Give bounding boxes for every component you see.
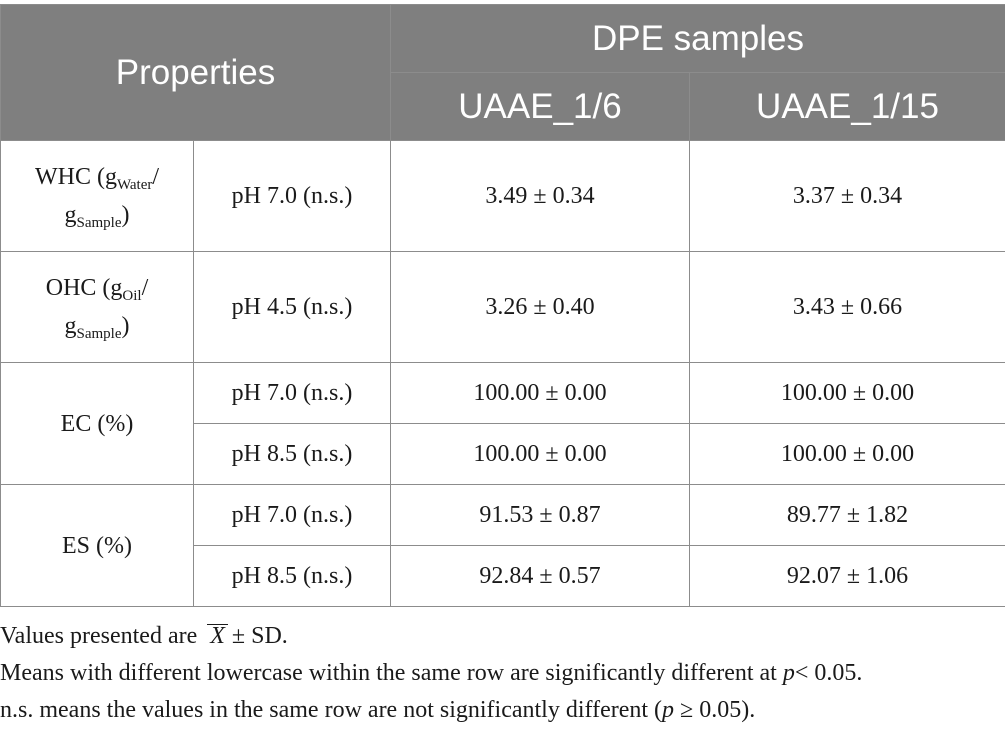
ohc-value-uaae-1-15: 3.43 ± 0.66	[689, 251, 1005, 363]
whc-value-uaae-1-15: 3.37 ± 0.34	[689, 140, 1005, 252]
ec-condition-2: pH 8.5 (n.s.)	[193, 423, 391, 485]
ohc-value-uaae-1-6: 3.26 ± 0.40	[390, 251, 690, 363]
x-bar-symbol: X	[207, 624, 228, 648]
header-dpe-samples: DPE samples	[390, 4, 1005, 73]
header-uaae-1-15: UAAE_1/15	[689, 72, 1005, 141]
ec-label: EC (%)	[0, 362, 194, 485]
ec-value-2-uaae-1-15: 100.00 ± 0.00	[689, 423, 1005, 485]
es-value-1-uaae-1-15: 89.77 ± 1.82	[689, 484, 1005, 546]
es-value-1-uaae-1-6: 91.53 ± 0.87	[390, 484, 690, 546]
row-ohc: OHC (gOil/gSample) pH 4.5 (n.s.) 3.26 ± …	[0, 251, 1005, 363]
properties-table: Properties DPE samples UAAE_1/6 UAAE_1/1…	[0, 4, 1005, 607]
row-whc: WHC (gWater/gSample) pH 7.0 (n.s.) 3.49 …	[0, 140, 1005, 252]
footnote-values: Values presented are X ± SD.	[0, 623, 288, 649]
row-es-1: ES (%) pH 7.0 (n.s.) 91.53 ± 0.87 89.77 …	[0, 484, 1005, 607]
header-properties: Properties	[0, 4, 391, 141]
ec-value-1-uaae-1-6: 100.00 ± 0.00	[390, 362, 690, 424]
whc-value-uaae-1-6: 3.49 ± 0.34	[390, 140, 690, 252]
row-es-2: pH 8.5 (n.s.) 92.84 ± 0.57 92.07 ± 1.06	[1, 545, 1005, 607]
es-condition-2: pH 8.5 (n.s.)	[193, 545, 391, 607]
row-ec-1: EC (%) pH 7.0 (n.s.) 100.00 ± 0.00 100.0…	[0, 362, 1005, 485]
footnote-ns: n.s. means the values in the same row ar…	[0, 697, 756, 723]
table-footnotes: Values presented are X ± SD. Means with d…	[0, 618, 862, 729]
es-condition-1: pH 7.0 (n.s.)	[193, 484, 391, 546]
footnote-significance: Means with different lowercase within th…	[0, 660, 863, 686]
es-label: ES (%)	[0, 484, 194, 607]
ec-value-1-uaae-1-15: 100.00 ± 0.00	[689, 362, 1005, 424]
header-row-1: Properties DPE samples	[0, 4, 1005, 141]
row-ec-2: pH 8.5 (n.s.) 100.00 ± 0.00 100.00 ± 0.0…	[1, 423, 1005, 485]
ohc-condition: pH 4.5 (n.s.)	[193, 251, 391, 363]
ohc-label: OHC (gOil/gSample)	[0, 251, 194, 363]
ec-condition-1: pH 7.0 (n.s.)	[193, 362, 391, 424]
es-value-2-uaae-1-6: 92.84 ± 0.57	[390, 545, 690, 607]
es-value-2-uaae-1-15: 92.07 ± 1.06	[689, 545, 1005, 607]
header-uaae-1-6: UAAE_1/6	[390, 72, 690, 141]
ec-value-2-uaae-1-6: 100.00 ± 0.00	[390, 423, 690, 485]
whc-label: WHC (gWater/gSample)	[0, 140, 194, 252]
header-row-2: UAAE_1/6 UAAE_1/15	[1, 72, 1005, 141]
whc-condition: pH 7.0 (n.s.)	[193, 140, 391, 252]
